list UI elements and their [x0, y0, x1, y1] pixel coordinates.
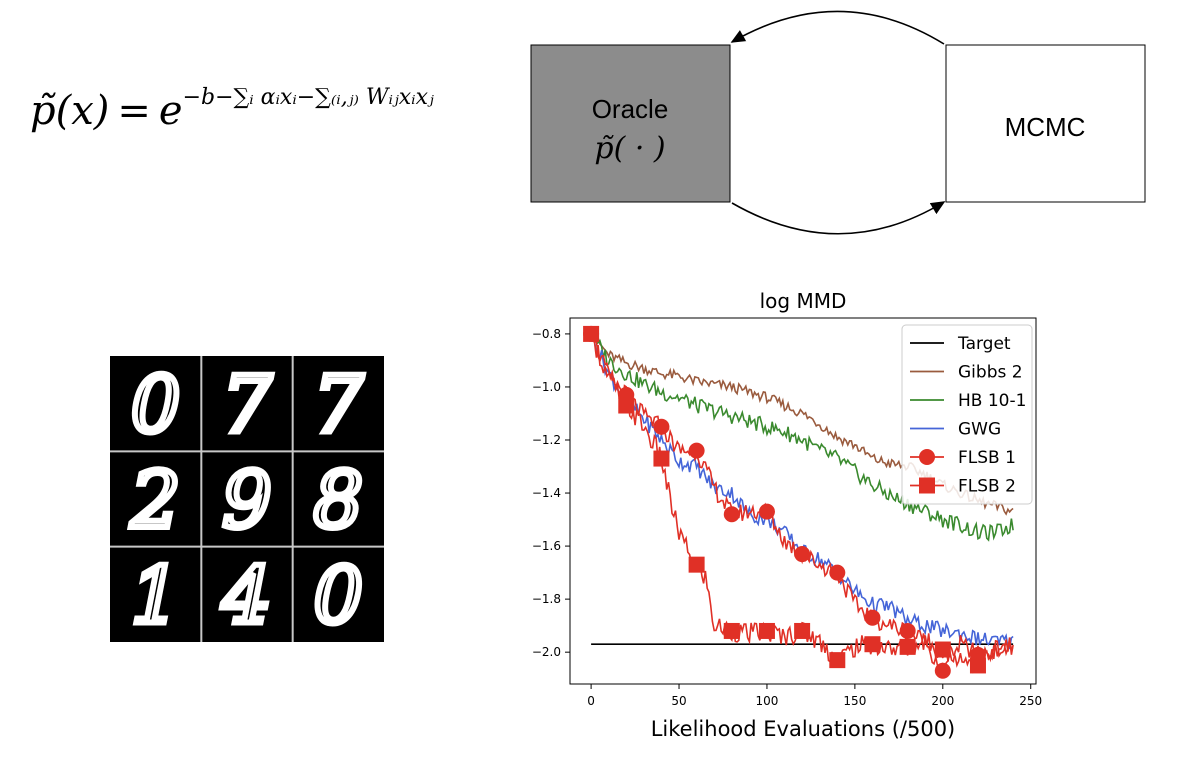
legend-marker — [919, 449, 935, 465]
legend-label: FLSB 2 — [958, 477, 1016, 497]
arrow-mcmc-to-oracle — [730, 10, 945, 45]
flsb2-marker — [969, 657, 986, 674]
legend-label: FLSB 1 — [958, 448, 1016, 468]
oracle-mcmc-diagram: Oracle p̃( · ) MCMC — [530, 10, 1146, 235]
x-tick-label: 250 — [1019, 694, 1042, 708]
mcmc-box — [945, 44, 1146, 203]
legend-label: GWG — [958, 420, 1001, 440]
y-tick-label: −1.0 — [532, 380, 561, 394]
flsb2-marker — [899, 638, 916, 655]
flsb2-marker — [618, 397, 635, 414]
flsb2-marker — [829, 652, 846, 669]
flsb2-marker — [583, 325, 600, 342]
flsb2-marker — [723, 622, 740, 639]
legend-label: HB 10-1 — [958, 391, 1026, 411]
flsb2-marker — [794, 622, 811, 639]
y-tick-label: −1.6 — [532, 539, 561, 553]
y-tick-label: −0.8 — [532, 327, 561, 341]
oracle-subtitle: p̃( · ) — [594, 131, 665, 166]
digit-1-2: 8 — [314, 456, 364, 546]
digit-grid-background — [110, 356, 384, 642]
legend-label: Gibbs 2 — [958, 363, 1023, 383]
flsb2-marker — [758, 622, 775, 639]
flsb1-marker — [688, 442, 705, 459]
flsb1-marker — [864, 609, 881, 626]
digit-0-2: 7 — [314, 361, 364, 451]
formula-equals: = — [117, 88, 151, 134]
x-tick-label: 0 — [587, 694, 595, 708]
oracle-label: Oracle — [592, 94, 669, 124]
x-axis-label: Likelihood Evaluations (/500) — [651, 717, 956, 741]
flsb1-marker — [723, 506, 740, 523]
digit-0-0: 0 — [131, 361, 181, 451]
x-tick-label: 200 — [931, 694, 954, 708]
digit-2-1: 4 — [221, 551, 272, 641]
flsb1-marker — [899, 622, 916, 639]
arrow-oracle-to-mcmc — [731, 201, 946, 235]
flsb2-marker — [934, 641, 951, 658]
log-mmd-chart: log MMD 0 50 100 150 200 250 −0.8 −1.0 −1.2 −1.4 −1… — [532, 289, 1042, 741]
series-line-hb-10-1 — [590, 333, 1014, 542]
legend-marker — [919, 477, 935, 494]
y-tick-label: −1.4 — [532, 486, 561, 500]
mnist-digit-grid: 0 7 72 9 81 4 0 — [110, 356, 384, 642]
flsb1-marker — [934, 662, 951, 679]
chart-title: log MMD — [760, 289, 847, 313]
flsb1-marker — [829, 564, 846, 581]
legend-label: Target — [957, 334, 1011, 354]
flsb1-marker — [758, 503, 775, 520]
y-tick-label: −1.2 — [532, 433, 561, 447]
flsb2-marker — [688, 556, 705, 573]
energy-formula: p̃(x) = e−b−∑ᵢ αᵢxᵢ−∑₍ᵢ,ⱼ₎ Wᵢⱼxᵢxⱼ — [30, 85, 434, 134]
digit-1-0: 2 — [130, 456, 181, 546]
y-tick-label: −2.0 — [532, 645, 561, 659]
flsb1-marker — [653, 418, 670, 435]
formula-lhs: p̃(x) — [30, 88, 110, 134]
digit-1-1: 9 — [222, 456, 272, 546]
formula-base: e — [158, 88, 183, 134]
mcmc-label: MCMC — [1005, 112, 1086, 142]
x-tick-label: 50 — [671, 694, 686, 708]
digit-2-0: 1 — [131, 551, 181, 641]
digit-0-1: 7 — [222, 361, 272, 451]
flsb2-marker — [864, 636, 881, 653]
flsb2-marker — [653, 450, 670, 467]
oracle-box — [530, 44, 731, 203]
formula-exponent: −b−∑ᵢ αᵢxᵢ−∑₍ᵢ,ⱼ₎ Wᵢⱼxᵢxⱼ — [182, 85, 434, 110]
flsb1-marker — [794, 546, 811, 563]
digit-2-2: 0 — [314, 551, 364, 641]
y-tick-label: −1.8 — [532, 592, 561, 606]
plot-frame — [569, 317, 1037, 685]
x-tick-label: 100 — [755, 694, 778, 708]
x-tick-label: 150 — [843, 694, 866, 708]
